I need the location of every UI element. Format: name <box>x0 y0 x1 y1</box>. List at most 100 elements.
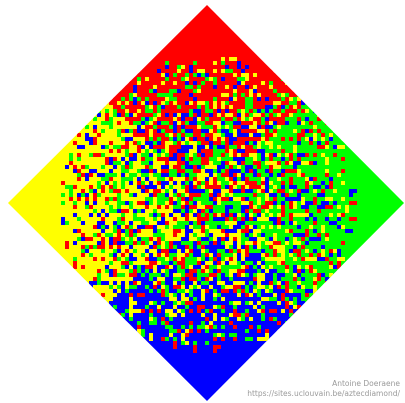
domino <box>157 337 161 345</box>
credit-author: Antoine Doeraene <box>332 379 400 388</box>
domino <box>289 317 297 321</box>
domino <box>309 297 317 301</box>
domino <box>141 329 145 337</box>
domino <box>349 225 357 229</box>
domino <box>317 113 325 117</box>
domino <box>265 69 273 73</box>
domino <box>101 297 105 305</box>
domino <box>293 313 297 321</box>
domino <box>305 301 309 309</box>
domino <box>317 289 321 297</box>
domino <box>245 341 253 345</box>
domino <box>305 97 313 101</box>
domino <box>137 329 141 337</box>
domino <box>321 113 325 121</box>
domino <box>337 145 345 149</box>
diamond-region <box>8 5 404 401</box>
domino <box>253 337 257 345</box>
domino <box>193 345 197 353</box>
domino <box>317 293 321 301</box>
domino <box>273 73 281 77</box>
domino <box>309 301 317 305</box>
domino <box>149 333 153 341</box>
domino <box>301 305 309 309</box>
domino <box>117 313 121 321</box>
domino <box>273 329 277 337</box>
domino <box>89 285 93 293</box>
domino <box>241 341 245 349</box>
domino <box>349 181 357 185</box>
domino <box>221 345 225 353</box>
domino <box>65 241 69 249</box>
domino <box>281 325 289 329</box>
domino <box>337 261 341 269</box>
domino <box>297 93 305 97</box>
domino <box>297 89 301 97</box>
domino <box>301 309 309 313</box>
domino <box>321 285 325 293</box>
domino <box>109 309 113 317</box>
domino <box>345 169 353 173</box>
domino <box>349 213 357 217</box>
domino <box>349 185 357 189</box>
domino <box>289 85 297 89</box>
domino <box>337 141 345 145</box>
domino <box>165 341 169 349</box>
domino <box>313 105 317 113</box>
domino <box>173 341 177 349</box>
domino <box>313 293 317 301</box>
domino <box>293 317 297 325</box>
domino <box>269 329 273 337</box>
domino <box>285 81 293 85</box>
domino <box>125 321 129 329</box>
domino <box>337 257 345 261</box>
domino <box>265 333 269 341</box>
domino <box>305 305 313 309</box>
domino <box>333 133 341 137</box>
domino <box>81 277 85 285</box>
domino <box>113 309 117 317</box>
domino <box>349 189 357 193</box>
domino <box>349 205 357 209</box>
domino <box>321 117 329 121</box>
domino <box>305 101 313 105</box>
domino <box>317 109 321 117</box>
domino <box>341 149 349 153</box>
disordered-region <box>61 57 357 353</box>
domino <box>333 269 337 277</box>
domino <box>293 89 301 93</box>
domino <box>333 137 341 141</box>
domino <box>185 345 189 353</box>
domino <box>73 261 77 269</box>
domino <box>297 309 301 317</box>
domino <box>77 269 81 277</box>
domino <box>341 253 349 257</box>
domino <box>229 57 237 61</box>
domino <box>237 341 241 349</box>
domino <box>329 277 333 285</box>
domino <box>345 241 353 245</box>
domino <box>105 301 109 309</box>
domino <box>189 345 193 353</box>
domino <box>349 217 357 221</box>
domino <box>257 337 265 341</box>
domino <box>301 93 309 97</box>
domino <box>297 313 301 321</box>
domino <box>309 101 313 109</box>
credit-url: https://sites.uclouvain.be/aztecdiamond/ <box>247 389 400 398</box>
domino <box>325 281 329 289</box>
domino <box>321 289 329 293</box>
domino <box>229 345 233 353</box>
domino <box>285 321 289 329</box>
domino <box>349 201 357 205</box>
domino <box>309 105 317 109</box>
domino <box>233 341 237 349</box>
domino <box>301 97 309 101</box>
domino <box>313 297 317 305</box>
domino <box>345 229 353 233</box>
domino <box>213 345 217 353</box>
domino <box>293 85 297 93</box>
domino <box>325 121 333 125</box>
